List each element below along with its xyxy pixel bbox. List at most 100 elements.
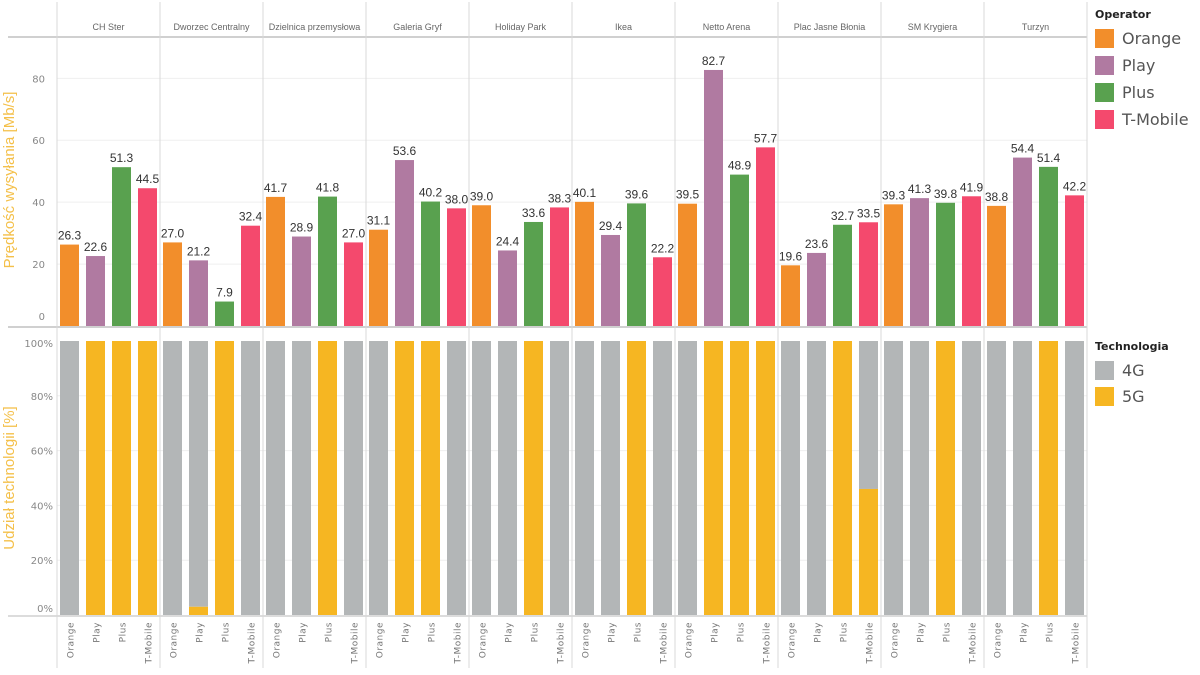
x-tick-label: Play	[505, 622, 515, 643]
speed-data-label: 33.5	[857, 206, 881, 220]
x-tick-label: Orange	[479, 622, 489, 658]
speed-data-label: 7.9	[216, 286, 233, 300]
share-bar-5g	[730, 341, 749, 615]
speed-data-label: 32.4	[239, 210, 263, 224]
speed-data-label: 26.3	[58, 229, 82, 243]
x-tick-label: T-Mobile	[866, 622, 876, 664]
x-tick-label: Plus	[222, 622, 232, 642]
speed-data-label: 23.6	[805, 237, 829, 251]
legend-swatch-orange	[1095, 29, 1114, 48]
share-bar-4g	[962, 341, 981, 615]
technology-legend-title: Technologia	[1095, 340, 1169, 353]
speed-bar	[318, 196, 337, 326]
speed-bar	[60, 244, 79, 326]
share-bar-5g	[138, 341, 157, 615]
facet-header: Dworzec Centralny	[173, 22, 250, 32]
y-tick-label-bottom: 60%	[31, 447, 53, 458]
speed-bar	[678, 203, 697, 326]
y-tick-label-top: 60	[32, 136, 45, 147]
share-bar-4g	[550, 341, 569, 615]
legend-item-t-mobile[interactable]: T-Mobile	[1095, 106, 1189, 133]
x-tick-label: Play	[814, 622, 824, 643]
share-bar-4g	[987, 341, 1006, 615]
speed-data-label: 48.9	[728, 159, 752, 173]
share-bar-4g	[344, 341, 363, 615]
x-tick-label: Plus	[840, 622, 850, 642]
x-tick-label: Play	[93, 622, 103, 643]
speed-bar	[601, 234, 620, 326]
speed-data-label: 27.0	[342, 226, 366, 240]
share-bar-5g	[859, 488, 878, 615]
speed-bar	[1039, 166, 1058, 326]
technology-legend: Technologia 4G 5G	[1095, 340, 1169, 409]
share-bar-4g	[189, 341, 208, 607]
legend-label-4g: 4G	[1122, 360, 1145, 380]
speed-data-label: 39.3	[882, 188, 906, 202]
share-bar-4g	[781, 341, 800, 615]
legend-label-plus: Plus	[1122, 83, 1155, 102]
speed-bar	[163, 242, 182, 326]
speed-bar	[395, 160, 414, 326]
speed-data-label: 40.2	[419, 186, 443, 200]
speed-data-label: 57.7	[754, 131, 778, 145]
faceted-bar-chart: 0 20 40 60 80 0% 20% 40% 60% 80% 100% CH Ster 26.3 Or…	[1, 2, 1088, 668]
speed-data-label: 19.6	[779, 249, 803, 263]
share-bar-5g	[395, 341, 414, 615]
speed-data-label: 21.2	[187, 244, 211, 258]
facet-header: CH Ster	[92, 22, 124, 32]
legend-item-plus[interactable]: Plus	[1095, 79, 1189, 106]
speed-bar	[653, 257, 672, 326]
speed-bar	[833, 224, 852, 326]
share-bar-4g	[1065, 341, 1084, 615]
speed-bar	[627, 203, 646, 326]
y-tick-label-bottom: 0%	[37, 604, 53, 615]
y-axis-title-bottom: Udział technologii [%]	[1, 406, 18, 549]
legend-item-play[interactable]: Play	[1095, 52, 1189, 79]
x-tick-label: Play	[299, 622, 309, 643]
share-bar-5g	[318, 341, 337, 615]
speed-bar	[730, 174, 749, 326]
speed-bar	[1013, 157, 1032, 326]
legend-item-5g[interactable]: 5G	[1095, 383, 1169, 409]
speed-data-label: 82.7	[702, 54, 726, 68]
legend-item-4g[interactable]: 4G	[1095, 357, 1169, 383]
speed-bar	[472, 205, 491, 326]
x-tick-label: Play	[917, 622, 927, 643]
share-bar-4g	[369, 341, 388, 615]
speed-bar	[447, 208, 466, 326]
speed-bar	[421, 201, 440, 326]
facet-header: SM Krygiera	[908, 22, 958, 32]
y-tick-label-top: 80	[32, 74, 45, 85]
x-tick-label: T-Mobile	[969, 622, 979, 664]
share-bar-4g	[472, 341, 491, 615]
speed-bar	[241, 225, 260, 326]
x-tick-label: T-Mobile	[351, 622, 361, 664]
speed-bar	[86, 256, 105, 326]
x-tick-label: T-Mobile	[660, 622, 670, 664]
speed-data-label: 41.7	[264, 181, 288, 195]
speed-data-label: 39.6	[625, 187, 649, 201]
share-bar-5g	[524, 341, 543, 615]
share-bar-4g	[498, 341, 517, 615]
x-tick-label: T-Mobile	[763, 622, 773, 664]
legend-item-orange[interactable]: Orange	[1095, 25, 1189, 52]
speed-data-label: 44.5	[136, 172, 160, 186]
speed-bar	[498, 250, 517, 326]
speed-data-label: 53.6	[393, 144, 417, 158]
x-tick-label: Orange	[170, 622, 180, 658]
speed-data-label: 39.8	[934, 187, 958, 201]
x-tick-label: Play	[402, 622, 412, 643]
speed-data-label: 41.8	[316, 181, 340, 195]
share-bar-5g	[1039, 341, 1058, 615]
speed-bar	[962, 196, 981, 326]
x-tick-label: Play	[711, 622, 721, 643]
share-bar-4g	[807, 341, 826, 615]
speed-data-label: 38.8	[985, 190, 1009, 204]
x-tick-label: T-Mobile	[145, 622, 155, 664]
share-bar-4g	[266, 341, 285, 615]
share-bar-4g	[60, 341, 79, 615]
speed-bar	[756, 147, 775, 326]
facet-header: Dzielnica przemysłowa	[269, 22, 361, 32]
share-bar-4g	[653, 341, 672, 615]
facet-header: Plac Jasne Błonia	[794, 22, 866, 32]
